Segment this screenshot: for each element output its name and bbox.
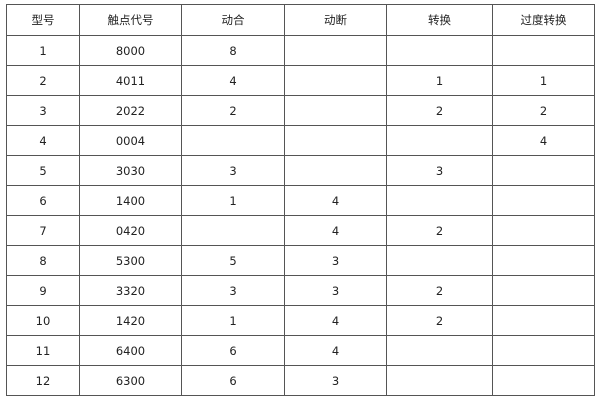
cell-normally-open: 6: [181, 335, 285, 366]
cell-model: 3: [6, 95, 80, 126]
table-row: 10 1420 1 4 2: [6, 305, 595, 336]
cell-normally-open: 5: [181, 245, 285, 276]
cell-changeover: [386, 335, 493, 366]
cell-normally-closed: 4: [284, 305, 387, 336]
cell-contact-code: 6400: [79, 335, 182, 366]
cell-model: 4: [6, 125, 80, 156]
table-row: 8 5300 5 3: [6, 245, 595, 276]
table-row: 7 0420 4 2: [6, 215, 595, 246]
cell-transition-changeover: [492, 245, 595, 276]
cell-transition-changeover: 1: [492, 65, 595, 96]
cell-model: 9: [6, 275, 80, 306]
cell-transition-changeover: [492, 215, 595, 246]
cell-model: 11: [6, 335, 80, 366]
cell-contact-code: 8000: [79, 35, 182, 66]
cell-transition-changeover: [492, 305, 595, 336]
cell-transition-changeover: [492, 335, 595, 366]
cell-normally-closed: [284, 155, 387, 186]
column-header-transition-changeover: 过度转换: [492, 4, 595, 36]
cell-model: 7: [6, 215, 80, 246]
cell-model: 2: [6, 65, 80, 96]
cell-transition-changeover: [492, 185, 595, 216]
cell-transition-changeover: 2: [492, 95, 595, 126]
cell-normally-open: 8: [181, 35, 285, 66]
cell-normally-open: 1: [181, 185, 285, 216]
header-row: 型号 触点代号 动合 动断 转换 过度转换: [6, 4, 595, 36]
cell-changeover: 3: [386, 155, 493, 186]
cell-changeover: 2: [386, 215, 493, 246]
cell-normally-closed: [284, 35, 387, 66]
cell-normally-closed: 4: [284, 185, 387, 216]
column-header-model: 型号: [6, 4, 80, 36]
cell-contact-code: 2022: [79, 95, 182, 126]
contact-table: 型号 触点代号 动合 动断 转换 过度转换 1 8000 8 2 4011 4 1 1 3 2022 2 2 2 4…: [6, 4, 595, 396]
cell-model: 8: [6, 245, 80, 276]
cell-normally-open: 3: [181, 155, 285, 186]
cell-changeover: 2: [386, 95, 493, 126]
cell-transition-changeover: [492, 35, 595, 66]
cell-transition-changeover: [492, 365, 595, 396]
cell-transition-changeover: [492, 155, 595, 186]
cell-normally-closed: [284, 65, 387, 96]
cell-normally-open: 6: [181, 365, 285, 396]
column-header-normally-closed: 动断: [284, 4, 387, 36]
cell-contact-code: 3030: [79, 155, 182, 186]
cell-normally-closed: 4: [284, 335, 387, 366]
cell-changeover: [386, 35, 493, 66]
cell-model: 1: [6, 35, 80, 66]
cell-normally-closed: [284, 95, 387, 126]
cell-model: 12: [6, 365, 80, 396]
cell-changeover: 1: [386, 65, 493, 96]
cell-changeover: 2: [386, 275, 493, 306]
cell-normally-closed: 3: [284, 275, 387, 306]
column-header-contact-code: 触点代号: [79, 4, 182, 36]
cell-changeover: [386, 245, 493, 276]
table-body: 1 8000 8 2 4011 4 1 1 3 2022 2 2 2 4 0004 4 5 3030 3 3 6 1400…: [6, 35, 595, 396]
table-row: 6 1400 1 4: [6, 185, 595, 216]
table-row: 3 2022 2 2 2: [6, 95, 595, 126]
column-header-changeover: 转换: [386, 4, 493, 36]
table-row: 2 4011 4 1 1: [6, 65, 595, 96]
cell-contact-code: 4011: [79, 65, 182, 96]
cell-normally-closed: 3: [284, 245, 387, 276]
cell-normally-closed: [284, 125, 387, 156]
cell-model: 10: [6, 305, 80, 336]
cell-transition-changeover: [492, 275, 595, 306]
cell-changeover: 2: [386, 305, 493, 336]
cell-contact-code: 3320: [79, 275, 182, 306]
cell-transition-changeover: 4: [492, 125, 595, 156]
cell-normally-open: 1: [181, 305, 285, 336]
column-header-normally-open: 动合: [181, 4, 285, 36]
cell-changeover: [386, 125, 493, 156]
cell-contact-code: 6300: [79, 365, 182, 396]
cell-model: 6: [6, 185, 80, 216]
cell-normally-open: 4: [181, 65, 285, 96]
table-row: 4 0004 4: [6, 125, 595, 156]
table-row: 1 8000 8: [6, 35, 595, 66]
table-row: 5 3030 3 3: [6, 155, 595, 186]
cell-contact-code: 0004: [79, 125, 182, 156]
table-row: 12 6300 6 3: [6, 365, 595, 396]
cell-normally-open: [181, 215, 285, 246]
cell-contact-code: 1420: [79, 305, 182, 336]
cell-normally-open: 2: [181, 95, 285, 126]
cell-changeover: [386, 365, 493, 396]
cell-normally-closed: 3: [284, 365, 387, 396]
cell-model: 5: [6, 155, 80, 186]
cell-contact-code: 0420: [79, 215, 182, 246]
cell-normally-open: [181, 125, 285, 156]
cell-contact-code: 1400: [79, 185, 182, 216]
cell-contact-code: 5300: [79, 245, 182, 276]
cell-normally-open: 3: [181, 275, 285, 306]
table-row: 11 6400 6 4: [6, 335, 595, 366]
cell-changeover: [386, 185, 493, 216]
table-row: 9 3320 3 3 2: [6, 275, 595, 306]
cell-normally-closed: 4: [284, 215, 387, 246]
